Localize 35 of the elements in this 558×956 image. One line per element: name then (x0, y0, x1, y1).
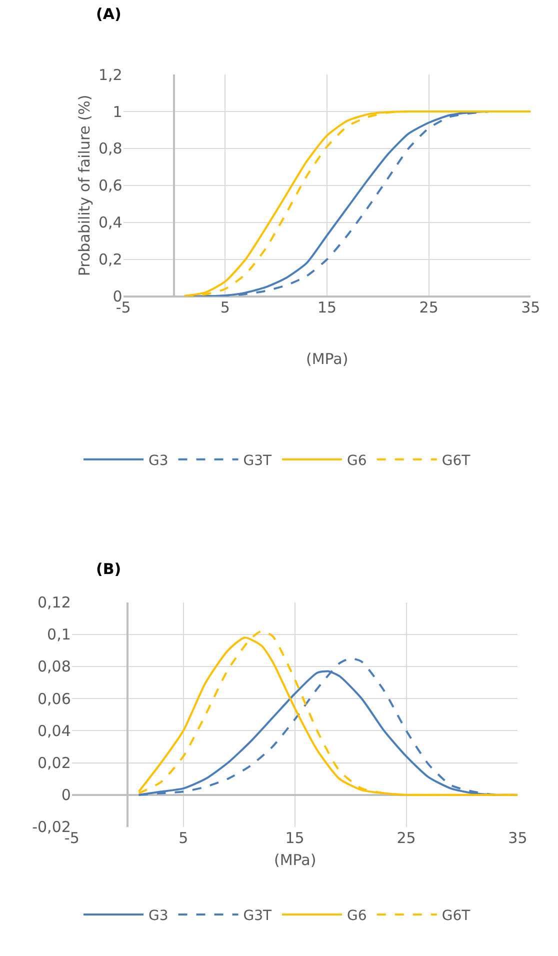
y-tick-label: 0,4 (98, 214, 122, 232)
x-tick-label: 15 (317, 298, 337, 316)
y-tick-label: 0,6 (98, 176, 122, 195)
x-axis-title: (MPa) (274, 851, 316, 869)
y-tick-label: 1 (112, 102, 122, 121)
y-tick-label: -0,02 (32, 818, 71, 836)
y-tick-label: 0,12 (38, 594, 71, 612)
y-tick-label: 0,8 (98, 140, 122, 158)
x-tick-label: 5 (178, 828, 188, 847)
y-tick-label: 0 (61, 786, 71, 804)
y-tick-label: 0,04 (38, 722, 71, 740)
legend-label: G6 (347, 452, 367, 469)
legend-label: G3T (243, 452, 272, 469)
legend-label: G6T (442, 452, 471, 469)
y-tick-label: 0,1 (47, 626, 71, 644)
legend-label: G3T (243, 908, 272, 924)
x-tick-label: 15 (285, 828, 304, 847)
legend-label: G3 (148, 452, 168, 469)
y-tick-label: 0,06 (38, 690, 71, 708)
x-tick-label: 25 (396, 828, 416, 847)
x-tick-label: 35 (521, 298, 540, 316)
legend-label: G6 (347, 908, 367, 924)
y-tick-label: 0,08 (38, 658, 71, 676)
x-axis-title: (MPa) (306, 350, 348, 368)
y-axis-title: Probability of failure (%) (76, 94, 94, 276)
chart-title: (A) (96, 5, 122, 23)
x-tick-label: 5 (220, 298, 230, 316)
legend-label: G3 (148, 908, 168, 924)
x-tick-label: 35 (508, 828, 528, 847)
legend-label: G6T (442, 908, 471, 924)
chart-title: (B) (96, 560, 122, 578)
y-tick-label: 0,02 (38, 754, 71, 772)
x-tick-label: 25 (419, 298, 438, 316)
y-tick-label: 0,2 (98, 250, 122, 269)
y-tick-label: 1,2 (98, 66, 122, 84)
